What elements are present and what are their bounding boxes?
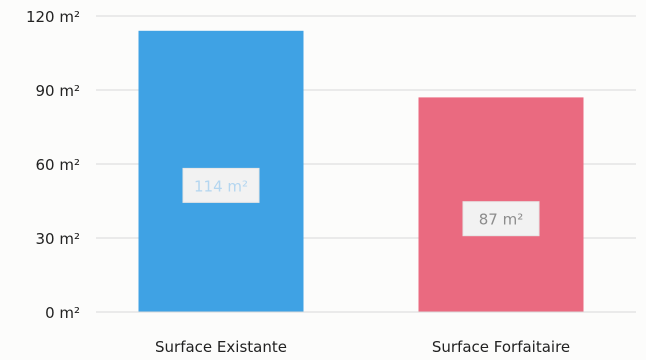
x-category-label: Surface Existante	[155, 338, 287, 356]
data-label: 114 m²	[194, 177, 248, 195]
y-axis: 0 m² 30 m² 60 m² 90 m² 120 m²	[26, 8, 80, 322]
y-tick-label: 90 m²	[36, 82, 80, 100]
y-tick-label: 30 m²	[36, 230, 80, 248]
data-labels: 114 m² 87 m²	[182, 167, 540, 237]
y-tick-label: 120 m²	[26, 8, 80, 26]
data-label-box	[462, 201, 540, 237]
data-label-box	[182, 167, 260, 203]
y-tick-label: 0 m²	[45, 304, 80, 322]
y-tick-label: 60 m²	[36, 156, 80, 174]
x-category-label: Surface Forfaitaire	[432, 338, 570, 356]
x-axis: Surface Existante Surface Forfaitaire	[96, 311, 636, 356]
data-label: 87 m²	[479, 211, 523, 229]
